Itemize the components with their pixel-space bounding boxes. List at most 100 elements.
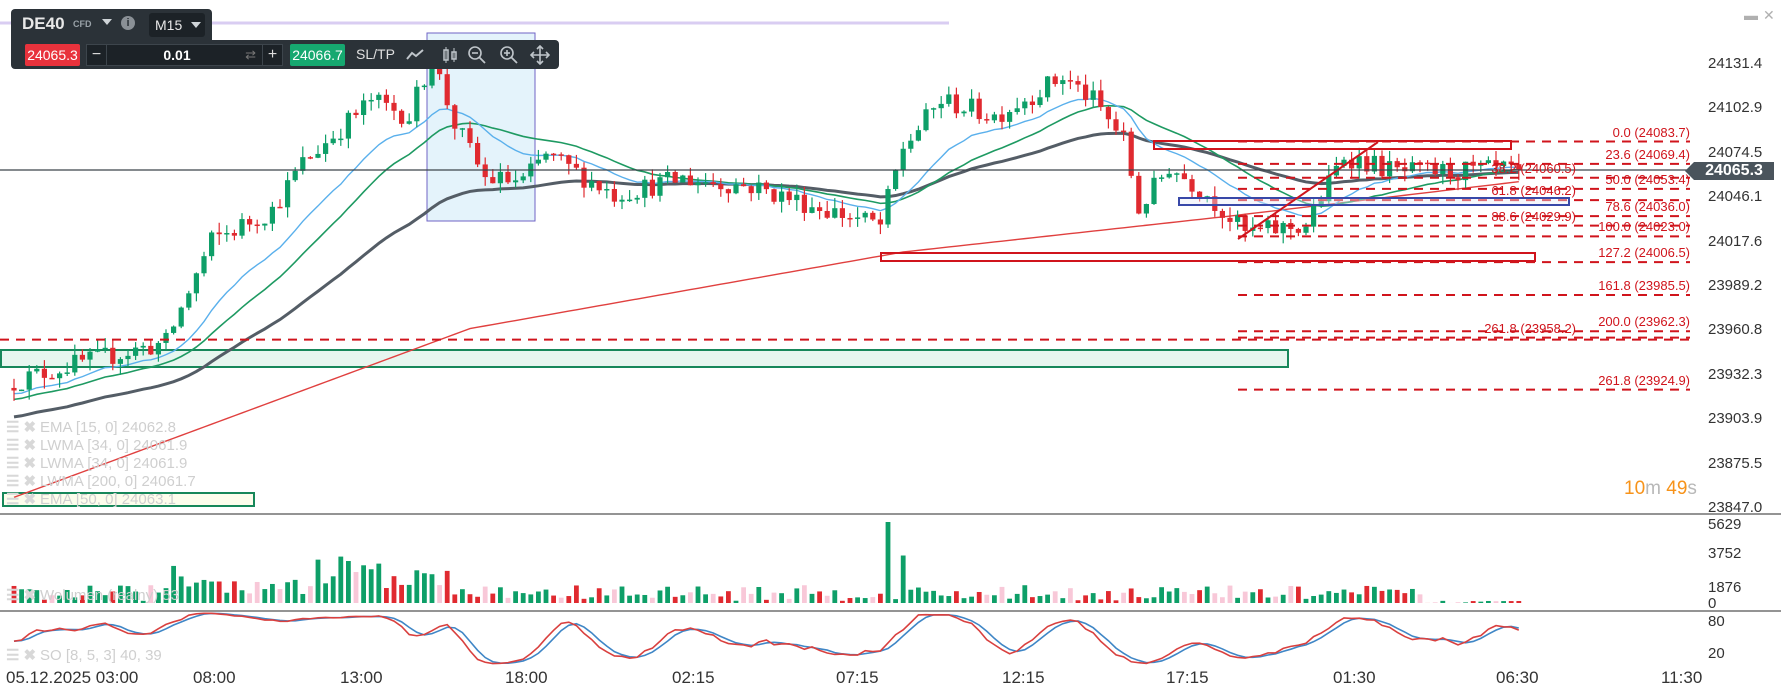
candle[interactable]: [1121, 122, 1127, 141]
candle[interactable]: [262, 223, 268, 231]
candle[interactable]: [1280, 221, 1286, 244]
candle[interactable]: [801, 186, 807, 221]
candle[interactable]: [877, 212, 883, 235]
candle[interactable]: [672, 169, 678, 184]
candle[interactable]: [11, 378, 17, 401]
candle[interactable]: [1349, 151, 1355, 179]
candle[interactable]: [414, 80, 420, 128]
candle[interactable]: [1151, 170, 1157, 205]
candle[interactable]: [1029, 95, 1035, 114]
ema50-line[interactable]: [13, 131, 1519, 419]
candle[interactable]: [923, 103, 929, 132]
candle[interactable]: [1311, 197, 1317, 233]
candle[interactable]: [1060, 75, 1066, 95]
candle[interactable]: [34, 365, 40, 374]
candle[interactable]: [391, 95, 397, 121]
candle[interactable]: [1022, 97, 1028, 115]
candle[interactable]: [338, 128, 344, 146]
candle[interactable]: [915, 125, 921, 142]
candle[interactable]: [41, 360, 47, 389]
candle[interactable]: [1440, 160, 1446, 185]
candle[interactable]: [984, 113, 990, 124]
lwma200-line[interactable]: [13, 180, 1519, 498]
candle[interactable]: [452, 104, 458, 140]
candle[interactable]: [619, 195, 625, 210]
candle[interactable]: [254, 219, 260, 234]
volume-legend[interactable]: ☰ ✖ Wolumen (realny) 53: [6, 587, 179, 604]
candle[interactable]: [931, 107, 937, 119]
candle[interactable]: [634, 195, 640, 204]
increase-volume-button[interactable]: +: [262, 45, 282, 65]
candle[interactable]: [79, 349, 85, 362]
candle[interactable]: [695, 177, 701, 194]
candle[interactable]: [57, 371, 63, 388]
candle[interactable]: [178, 306, 184, 329]
info-icon[interactable]: i: [121, 16, 135, 30]
candle[interactable]: [999, 106, 1005, 130]
candle[interactable]: [741, 177, 747, 187]
candle[interactable]: [216, 222, 222, 245]
candle[interactable]: [482, 157, 488, 186]
candle[interactable]: [1455, 174, 1461, 191]
candle[interactable]: [900, 141, 906, 177]
indicator-legend[interactable]: ☰ ✖ EMA [50, 0] 24063.1: [6, 491, 176, 508]
candle[interactable]: [885, 185, 891, 228]
candle[interactable]: [703, 173, 709, 187]
support-zone-rectangle[interactable]: [0, 349, 1289, 368]
candle[interactable]: [832, 198, 838, 219]
candle[interactable]: [345, 110, 351, 149]
candle[interactable]: [976, 92, 982, 124]
candle[interactable]: [1333, 156, 1339, 179]
indicator-legend[interactable]: ☰ ✖ LWMA [34, 0] 24061.9: [6, 455, 187, 472]
candle[interactable]: [520, 173, 526, 184]
candle[interactable]: [1136, 172, 1142, 215]
candle[interactable]: [193, 272, 199, 302]
candle[interactable]: [1067, 70, 1073, 90]
candle[interactable]: [1143, 203, 1149, 218]
candle[interactable]: [125, 350, 131, 367]
candle[interactable]: [566, 154, 572, 175]
candle[interactable]: [733, 178, 739, 195]
candle[interactable]: [224, 225, 230, 242]
candle[interactable]: [315, 145, 321, 159]
candle[interactable]: [1501, 160, 1507, 174]
settings-icon[interactable]: ☰: [6, 473, 20, 490]
candle[interactable]: [231, 229, 237, 241]
remove-icon[interactable]: ✖: [23, 419, 37, 436]
candle[interactable]: [201, 251, 207, 277]
candle[interactable]: [399, 109, 405, 128]
candle[interactable]: [908, 133, 914, 153]
settings-icon[interactable]: ☰: [6, 647, 20, 664]
candle[interactable]: [1257, 225, 1263, 232]
settings-icon[interactable]: ☰: [6, 437, 20, 454]
candle[interactable]: [817, 201, 823, 220]
candle[interactable]: [117, 357, 123, 375]
candle[interactable]: [794, 184, 800, 211]
candle[interactable]: [1037, 89, 1043, 108]
candle[interactable]: [148, 340, 154, 356]
candle[interactable]: [1356, 147, 1362, 179]
candle[interactable]: [307, 156, 313, 160]
candle[interactable]: [969, 89, 975, 117]
candle[interactable]: [513, 170, 519, 188]
candle[interactable]: [748, 185, 754, 202]
candle[interactable]: [209, 230, 215, 261]
candle[interactable]: [1227, 207, 1233, 232]
close-icon[interactable]: ✕: [1763, 7, 1775, 23]
candle[interactable]: [710, 173, 716, 187]
candle[interactable]: [961, 110, 967, 117]
remove-icon[interactable]: ✖: [23, 437, 37, 454]
volume-input[interactable]: 0.01: [163, 47, 191, 63]
candle[interactable]: [133, 342, 139, 360]
candle[interactable]: [467, 121, 473, 148]
remove-icon[interactable]: ✖: [23, 647, 37, 664]
candle[interactable]: [1189, 174, 1195, 199]
candle[interactable]: [657, 172, 663, 202]
candle[interactable]: [72, 344, 78, 376]
candle[interactable]: [1159, 174, 1165, 182]
candle[interactable]: [376, 92, 382, 109]
resistance-rectangle[interactable]: [1153, 140, 1512, 150]
candle[interactable]: [277, 199, 283, 209]
candle[interactable]: [1174, 172, 1180, 183]
candle[interactable]: [1219, 208, 1225, 229]
